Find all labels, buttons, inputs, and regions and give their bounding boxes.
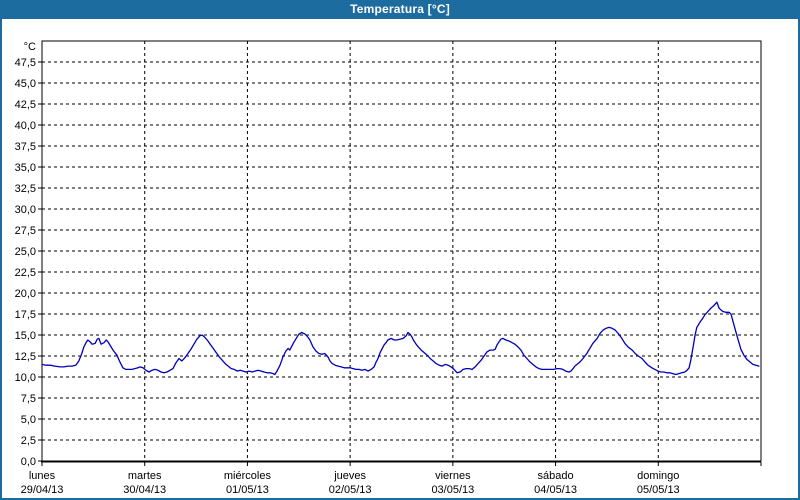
x-day-date-label: 30/04/13	[123, 484, 166, 496]
y-tick-label: 7,5	[21, 393, 36, 405]
y-tick-label: 35,0	[15, 162, 36, 174]
x-day-date-label: 29/04/13	[21, 484, 64, 496]
y-tick-label: 32,5	[15, 183, 36, 195]
temperature-line	[41, 301, 760, 376]
x-day-date-label: 03/05/13	[431, 484, 474, 496]
x-day-date-label: 02/05/13	[329, 484, 372, 496]
y-tick-label: 37,5	[15, 141, 36, 153]
series	[41, 301, 760, 376]
y-tick-label: 27,5	[15, 225, 36, 237]
y-tick-label: 42,5	[15, 99, 36, 111]
x-day-name-label: domingo	[637, 470, 679, 482]
y-tick-label: 25,0	[15, 246, 36, 258]
y-tick-label: 17,5	[15, 309, 36, 321]
x-day-name-label: jueves	[333, 470, 366, 482]
x-day-date-label: 01/05/13	[226, 484, 269, 496]
y-tick-label: 0,0	[21, 456, 36, 468]
y-tick-label: 47,5	[15, 57, 36, 69]
chart-content-area	[2, 19, 798, 498]
y-tick-label: 20,0	[15, 288, 36, 300]
x-day-date-label: 04/05/13	[534, 484, 577, 496]
y-tick-label: 45,0	[15, 78, 36, 90]
y-tick-label: 15,0	[15, 330, 36, 342]
y-tick-label: 30,0	[15, 204, 36, 216]
grid-lines	[42, 41, 761, 461]
plot-border	[41, 40, 762, 463]
x-day-name-label: sábado	[538, 470, 574, 482]
y-tick-label: 5,0	[21, 414, 36, 426]
y-tick-label: 40,0	[15, 120, 36, 132]
x-day-date-label: 05/05/13	[637, 484, 680, 496]
y-tick-label: 10,0	[15, 372, 36, 384]
x-day-name-label: martes	[128, 470, 162, 482]
x-axis-labels: lunes 29/04/13 martes 30/04/13 miércoles 01/0…	[21, 462, 762, 496]
x-day-name-label: miércoles	[224, 470, 272, 482]
y-tick-label: 12,5	[15, 351, 36, 363]
x-day-name-label: lunes	[29, 470, 56, 482]
y-axis-unit-label: °C	[24, 41, 36, 53]
window-title: Temperatura [°C]	[350, 2, 450, 16]
window-title-bar[interactable]: Temperatura [°C]	[0, 0, 800, 19]
y-tick-label: 22,5	[15, 267, 36, 279]
y-tick-label: 2,5	[21, 435, 36, 447]
y-axis-labels: 0,0 2,5 5,0 7,5 10,0 12,5 15,0 17,5 20,0 22,5 25,0…	[15, 41, 42, 468]
x-day-name-label: viernes	[435, 470, 471, 482]
